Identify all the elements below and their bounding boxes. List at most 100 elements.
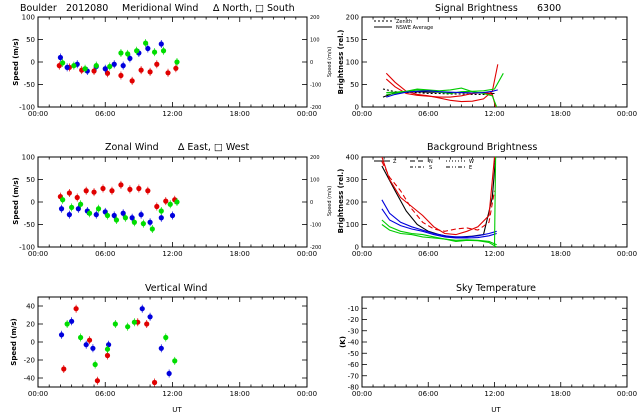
x-tick-label: 00:00 [617,390,637,398]
data-layer [381,157,497,247]
x-tick-label: 00:00 [617,110,637,118]
x-tick-label: 00:00 [28,390,48,398]
panel-zonal-wind: Zonal Wind ∆ East, □ West Speed (m/s) Sp… [12,142,333,258]
series-line [386,73,504,95]
data-point [93,212,99,218]
data-point [169,212,176,219]
y-tick-label: -100 [19,104,35,112]
data-point [58,332,65,338]
data-point [151,379,158,386]
data-point [173,65,179,71]
x-tick-label: 06:00 [95,110,115,118]
data-point [66,190,72,196]
y-tick-label-right: -200 [310,245,321,251]
panel-signal-brightness: Signal Brightness 6300 Brightness (rel.)… [337,3,637,118]
y-tick-label: -50 [24,81,35,89]
y-tick-label: -70 [348,372,359,380]
x-tick-label: 06:00 [95,250,115,258]
data-point [58,206,65,212]
y-tick-label: 100 [22,14,35,22]
panel-title: Signal Brightness [435,3,518,14]
data-point [167,201,173,207]
data-point [174,199,180,205]
panel-title-legend: ∆ North, □ South [212,3,295,14]
data-point [94,378,101,384]
data-point [104,212,111,219]
data-point [151,49,158,55]
x-tick-label: 18:00 [551,250,571,258]
x-tick-label: 06:00 [418,390,438,398]
y-tick-label: -40 [348,339,359,347]
y-tick-label: -10 [348,305,359,313]
x-tick-label: 00:00 [352,110,372,118]
y-axis-label: (K) [339,336,347,348]
y-tick-label: -20 [348,316,359,324]
x-tick-label: 12:00 [162,390,182,398]
x-tick-label: 06:00 [418,250,438,258]
x-tick-label: 12:00 [484,110,504,118]
x-tick-label: 12:00 [162,110,182,118]
data-point [86,210,93,216]
series-line [493,157,497,247]
legend-label-s: S [429,165,432,171]
legend-label-e: E [469,165,472,171]
data-point [143,40,149,46]
x-tick-label: 18:00 [551,110,571,118]
data-point [122,215,129,221]
x-axis-label: UT [172,406,182,414]
data-point [120,63,126,69]
series-line [386,89,498,98]
x-tick-label: 18:00 [230,250,250,258]
data-point [104,352,111,359]
panel-title-wavelength: 6300 [537,3,561,14]
data-point [71,63,77,69]
data-point [104,70,111,76]
x-tick-label: 00:00 [297,390,317,398]
x-tick-label: 00:00 [352,250,372,258]
x-tick-label: 06:00 [95,390,115,398]
panel-meridional-wind: Boulder 2012080 Meridional Wind ∆ North,… [12,3,333,118]
y-axis-label: Brightness (rel.) [337,30,345,95]
x-tick-label: 18:00 [551,390,571,398]
data-point [61,366,67,372]
data-point [112,321,118,327]
x-tick-label: 18:00 [230,110,250,118]
data-point [118,50,124,56]
series-line [381,157,496,236]
x-tick-label: 00:00 [297,110,317,118]
series-line [381,208,497,239]
data-point [136,185,142,192]
legend-label-z: Z [393,159,397,165]
data-point [60,197,66,203]
data-point [131,319,137,325]
y-tick-label: -100 [19,244,35,252]
series-line [381,224,497,247]
data-point [154,203,160,210]
y-tick-label: -80 [348,384,359,392]
y-tick-label-right: 0 [310,60,313,66]
y-tick-label: -20 [24,357,35,365]
y-tick-label-right: 200 [310,155,320,161]
data-point [113,217,120,223]
y-tick-label: 300 [346,176,359,184]
legend-label-zenith: Zenith [396,19,412,25]
data-point [160,48,167,54]
y-tick-label: -50 [24,221,35,229]
data-point [104,346,111,352]
data-point [163,334,169,341]
data-point [145,45,151,52]
data-point [149,226,155,232]
panel-title: Background Brightness [427,142,537,153]
data-point [125,51,131,57]
data-point [75,206,81,212]
data-point [57,54,64,61]
data-point [73,306,79,312]
panel-background-brightness: Background Brightness Brightness (rel.) … [337,142,637,258]
series-line [385,64,499,103]
y-tick-label-right: -100 [310,223,321,229]
y-tick-label-right: -100 [310,83,321,89]
data-layer [58,304,178,387]
data-point [66,212,72,218]
y-axis-label-right: Speed (m/s) [327,47,333,77]
